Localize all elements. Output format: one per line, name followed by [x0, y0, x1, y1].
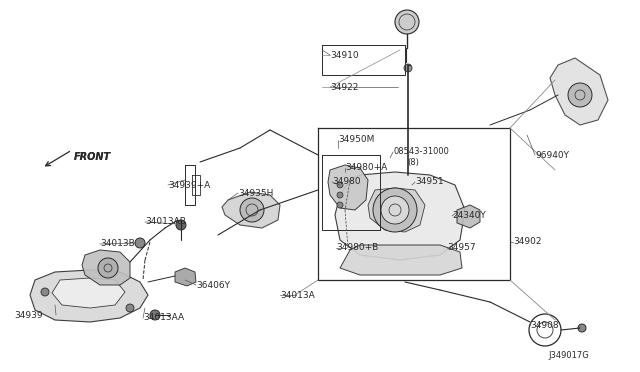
Text: 34013B: 34013B [100, 240, 135, 248]
Text: 34950M: 34950M [338, 135, 374, 144]
Circle shape [373, 188, 417, 232]
Polygon shape [457, 205, 480, 228]
Text: 34957: 34957 [447, 244, 476, 253]
Circle shape [176, 220, 186, 230]
Circle shape [337, 202, 343, 208]
Circle shape [41, 288, 49, 296]
Text: 08543-31000: 08543-31000 [393, 148, 449, 157]
Text: 34013AA: 34013AA [143, 314, 184, 323]
Circle shape [240, 198, 264, 222]
Circle shape [395, 10, 419, 34]
Text: 34013AB: 34013AB [145, 218, 186, 227]
Text: 96940Y: 96940Y [535, 151, 569, 160]
Text: 24340Y: 24340Y [452, 212, 486, 221]
Circle shape [568, 83, 592, 107]
Text: 34939+A: 34939+A [168, 180, 211, 189]
Circle shape [381, 196, 409, 224]
Text: 34939: 34939 [14, 311, 43, 320]
Text: 34910: 34910 [330, 51, 358, 60]
Text: 34013A: 34013A [280, 291, 315, 299]
Text: 36406Y: 36406Y [196, 280, 230, 289]
Text: FRONT: FRONT [74, 152, 111, 162]
Polygon shape [30, 270, 148, 322]
Circle shape [98, 258, 118, 278]
Circle shape [126, 304, 134, 312]
Text: 34980+B: 34980+B [336, 244, 378, 253]
Text: 34902: 34902 [513, 237, 541, 247]
Text: 34908: 34908 [530, 321, 559, 330]
Circle shape [337, 192, 343, 198]
Polygon shape [340, 245, 462, 275]
Text: FRONT: FRONT [74, 152, 111, 162]
Polygon shape [368, 188, 425, 232]
Polygon shape [52, 278, 125, 308]
Text: 34935H: 34935H [238, 189, 273, 198]
Text: 34922: 34922 [330, 83, 358, 92]
Text: 34980: 34980 [332, 177, 360, 186]
Text: (8): (8) [407, 158, 419, 167]
Circle shape [135, 238, 145, 248]
Text: 34951: 34951 [415, 177, 444, 186]
Polygon shape [222, 192, 280, 228]
Text: 34980+A: 34980+A [345, 164, 387, 173]
Polygon shape [335, 172, 465, 260]
Polygon shape [550, 58, 608, 125]
Circle shape [150, 310, 160, 320]
Circle shape [337, 182, 343, 188]
Circle shape [578, 324, 586, 332]
Polygon shape [82, 250, 130, 285]
Polygon shape [328, 165, 368, 210]
Circle shape [404, 64, 412, 72]
Polygon shape [175, 268, 196, 286]
Text: J349017G: J349017G [548, 350, 589, 359]
